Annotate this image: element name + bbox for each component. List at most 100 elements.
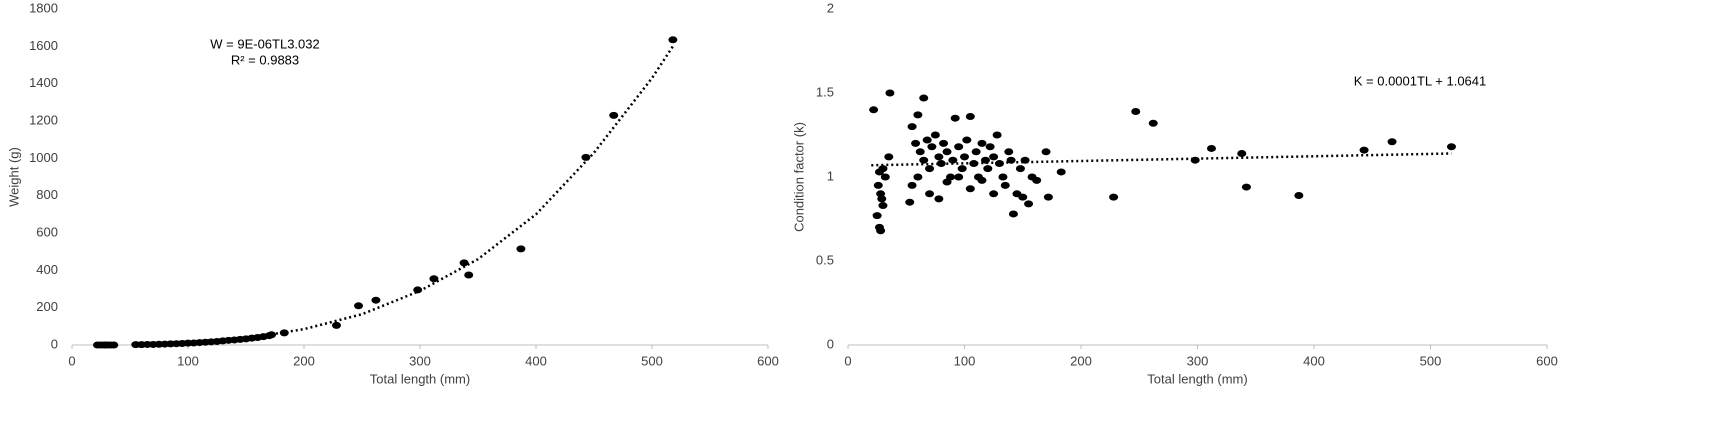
point (983, 165, 993, 173)
y-tick-label: 1.5 (816, 84, 834, 99)
x-tick-label: 100 (954, 353, 976, 368)
y-tick-label: 600 (36, 224, 58, 239)
point (1018, 193, 1028, 201)
point (267, 331, 277, 339)
y-tick-label: 800 (36, 187, 58, 202)
point (960, 153, 969, 161)
point (1109, 193, 1119, 201)
point (1056, 168, 1066, 176)
y-tick-label: 2 (827, 0, 834, 15)
point (413, 286, 423, 294)
point (1237, 149, 1247, 157)
y-axis-title: Condition factor (k) (791, 122, 806, 232)
point (884, 153, 894, 161)
point (874, 168, 884, 176)
point (109, 341, 119, 349)
point (429, 275, 439, 283)
point (980, 156, 990, 164)
point (516, 245, 526, 253)
y-tick-label: 0 (51, 336, 58, 351)
y-tick-label: 0 (827, 336, 834, 351)
point (930, 131, 940, 139)
point (1294, 191, 1304, 199)
point (989, 153, 999, 161)
y-tick-label: 1000 (29, 150, 58, 165)
point (1008, 210, 1018, 218)
x-tick-label: 200 (293, 353, 315, 368)
point (581, 153, 591, 161)
point (954, 143, 964, 151)
point (1004, 148, 1014, 156)
point (913, 173, 923, 181)
point (885, 89, 895, 97)
point (878, 202, 888, 210)
point (942, 148, 952, 156)
point (877, 195, 887, 203)
trendline (871, 152, 1452, 167)
point (994, 160, 1004, 168)
point (354, 302, 364, 310)
x-tick-label: 600 (757, 353, 779, 368)
x-tick-label: 100 (177, 353, 199, 368)
annotation: R² = 0.9883 (231, 52, 299, 67)
point (876, 227, 886, 235)
point (992, 131, 1002, 139)
x-tick-label: 300 (409, 353, 431, 368)
point (1032, 176, 1042, 184)
point (1020, 156, 1030, 164)
x-tick-label: 0 (844, 353, 851, 368)
point (998, 173, 1008, 181)
point (1241, 183, 1251, 191)
y-axis-title: Weight (g) (6, 147, 21, 207)
y-tick-label: 400 (36, 262, 58, 277)
point (957, 165, 967, 173)
x-axis-title: Total length (mm) (1147, 371, 1247, 386)
point (371, 296, 381, 304)
point (911, 139, 921, 147)
point (1131, 107, 1141, 115)
point (948, 156, 958, 164)
point (1206, 144, 1216, 152)
point (925, 165, 935, 173)
point (1041, 148, 1051, 156)
point (965, 185, 975, 193)
x-tick-label: 600 (1536, 353, 1558, 368)
point (942, 178, 952, 186)
point (464, 271, 474, 279)
point (927, 143, 937, 151)
point (969, 160, 979, 168)
point (934, 153, 944, 161)
y-tick-label: 1 (827, 168, 834, 183)
point (1148, 119, 1158, 127)
point (331, 321, 341, 329)
point (907, 123, 917, 131)
point (965, 113, 975, 121)
point (873, 181, 883, 189)
point (459, 259, 469, 267)
x-tick-label: 300 (1187, 353, 1209, 368)
point (1043, 193, 1053, 201)
trendline (141, 45, 674, 346)
y-tick-label: 1200 (29, 112, 58, 127)
y-tick-label: 1600 (29, 38, 58, 53)
point (950, 114, 960, 122)
point (905, 198, 915, 206)
point (913, 111, 923, 119)
point (1006, 156, 1016, 164)
y-tick-label: 1400 (29, 75, 58, 90)
point (279, 329, 289, 337)
point (925, 190, 935, 198)
point (1190, 156, 1200, 164)
point (915, 148, 925, 156)
point (668, 36, 678, 44)
point (1446, 143, 1456, 151)
point (971, 148, 981, 156)
point (939, 139, 949, 147)
point (919, 156, 929, 164)
annotation: W = 9E-06TL3.032 (210, 36, 319, 51)
point (1000, 181, 1010, 189)
x-tick-label: 400 (1303, 353, 1325, 368)
point (936, 160, 946, 168)
x-tick-label: 0 (68, 353, 75, 368)
